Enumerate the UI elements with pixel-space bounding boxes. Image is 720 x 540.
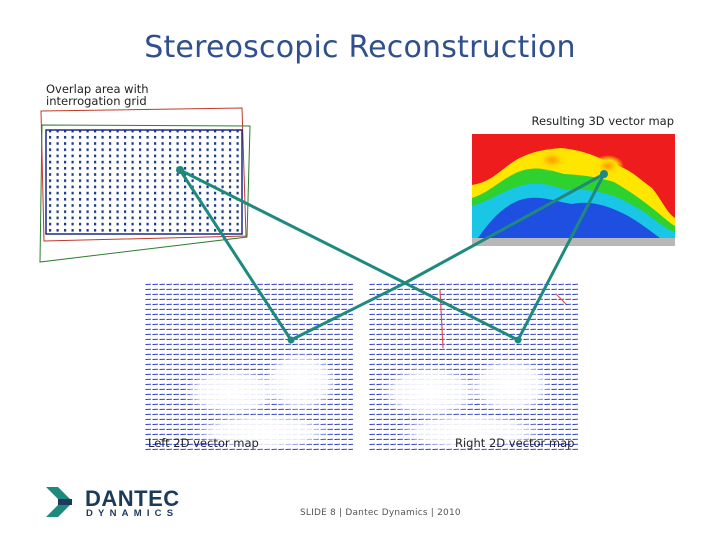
left-void-3: [192, 414, 332, 450]
connector-lower: [179, 168, 605, 285]
logo-chevron-bottom: [46, 505, 70, 517]
right-point-marker: [514, 336, 522, 344]
grid-point-marker: [176, 166, 184, 174]
result-3d-label: Resulting 3D vector map: [531, 114, 674, 128]
left-void-1: [184, 368, 280, 416]
right-camera-frame: [39, 124, 251, 263]
result-3d-map: [472, 134, 675, 246]
overlap-area-border: [45, 129, 243, 235]
overlap-grid-figure: [39, 107, 251, 263]
overlap-label-line2: interrogation grid: [46, 94, 147, 108]
right-void-2: [468, 358, 552, 414]
left-point-marker: [287, 336, 295, 344]
right-map-label: Right 2D vector map: [455, 436, 575, 450]
left-void-2: [262, 352, 338, 412]
wall-strip: [472, 238, 675, 246]
overlap-area-label: Overlap area with interrogation grid: [46, 83, 186, 107]
logo-chevron-top: [46, 487, 70, 499]
velocity-field-blue: [478, 197, 660, 238]
left-vector-map: [145, 282, 353, 450]
hotspot-left: [534, 148, 570, 172]
right-map-red-mark: [555, 293, 567, 305]
logo-word-dantec: DANTEC: [85, 486, 180, 511]
left-map-label: Left 2D vector map: [148, 436, 259, 450]
right-void-3: [396, 414, 544, 450]
dantec-logo-mark: [46, 487, 72, 517]
slide-footer: SLIDE 8 | Dantec Dynamics | 2010: [300, 508, 461, 518]
correspondence-lines: [176, 166, 608, 344]
right-void-1: [380, 366, 480, 418]
right-vector-map: [368, 282, 578, 450]
result-point-marker: [600, 170, 608, 178]
hotspot-right: [592, 155, 624, 177]
logo-word-dynamics: DYNAMICS: [86, 508, 179, 519]
logo-bar-middle: [58, 499, 72, 505]
overlap-label-line1: Overlap area with: [46, 82, 149, 96]
left-camera-frame: [40, 107, 247, 242]
slide-title: Stereoscopic Reconstruction: [144, 30, 576, 65]
